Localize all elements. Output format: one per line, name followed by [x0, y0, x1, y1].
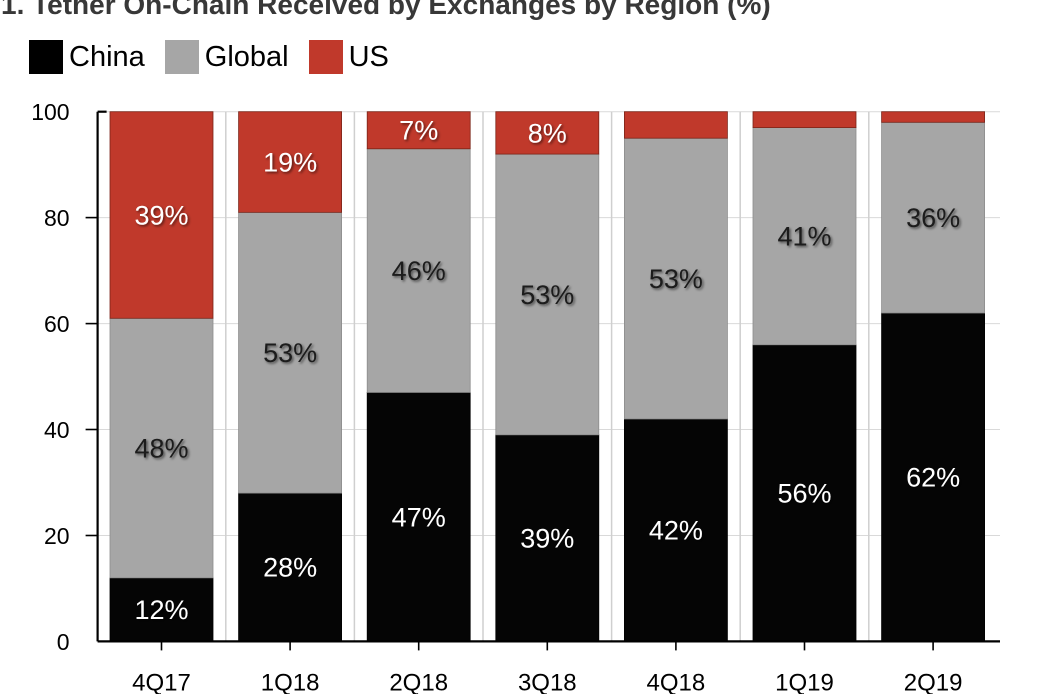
- svg-text:3Q18: 3Q18: [518, 669, 577, 694]
- svg-text:53%: 53%: [649, 264, 703, 294]
- svg-text:0: 0: [57, 629, 70, 655]
- svg-text:20: 20: [44, 523, 70, 549]
- svg-text:4Q18: 4Q18: [647, 669, 706, 694]
- svg-text:39%: 39%: [520, 524, 574, 554]
- svg-text:62%: 62%: [906, 463, 960, 493]
- svg-text:100: 100: [31, 99, 69, 125]
- svg-text:12%: 12%: [134, 595, 188, 625]
- svg-text:28%: 28%: [263, 553, 317, 583]
- svg-text:48%: 48%: [134, 434, 188, 464]
- svg-text:2Q18: 2Q18: [389, 669, 448, 694]
- svg-text:40: 40: [44, 417, 70, 443]
- svg-text:39%: 39%: [134, 201, 188, 231]
- svg-text:2Q19: 2Q19: [904, 669, 963, 694]
- svg-text:42%: 42%: [649, 516, 703, 546]
- svg-text:4Q17: 4Q17: [132, 669, 191, 694]
- svg-text:7%: 7%: [399, 116, 438, 146]
- svg-text:47%: 47%: [392, 502, 446, 532]
- svg-text:1Q18: 1Q18: [261, 669, 320, 694]
- svg-text:56%: 56%: [777, 479, 831, 509]
- svg-text:80: 80: [44, 205, 70, 231]
- svg-text:41%: 41%: [777, 222, 831, 252]
- svg-text:8%: 8%: [528, 118, 567, 148]
- svg-text:19%: 19%: [263, 148, 317, 178]
- svg-text:53%: 53%: [263, 338, 317, 368]
- svg-text:1Q19: 1Q19: [775, 669, 834, 694]
- svg-text:60: 60: [44, 311, 70, 337]
- svg-text:36%: 36%: [906, 203, 960, 233]
- svg-text:53%: 53%: [520, 280, 574, 310]
- svg-text:46%: 46%: [392, 256, 446, 286]
